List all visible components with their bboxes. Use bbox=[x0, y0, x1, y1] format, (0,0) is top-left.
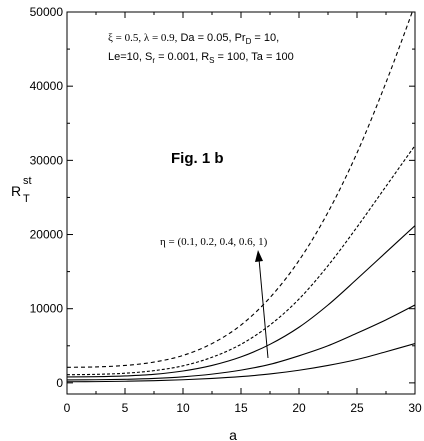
params-line-1: ξ = 0.5, λ = 0.9, Da = 0.05, PrD = 10, bbox=[108, 32, 279, 46]
series-line-1 bbox=[67, 12, 413, 368]
y-tick-label: 10000 bbox=[30, 302, 64, 316]
fig-label: Fig. 1 b bbox=[171, 150, 224, 167]
axis-ticks bbox=[66, 11, 416, 394]
y-tick-label: 50000 bbox=[30, 5, 64, 19]
svg-text:T: T bbox=[23, 193, 30, 205]
x-tick-label: 30 bbox=[408, 401, 422, 415]
x-tick-label: 10 bbox=[176, 401, 190, 415]
y-tick-label: 30000 bbox=[30, 153, 64, 167]
x-tick-label: 5 bbox=[122, 401, 129, 415]
x-tick-label: 0 bbox=[64, 401, 71, 415]
tick-labels: 0 5 10 15 20 25 30 0 10000 20000 30000 40000 50000 bbox=[30, 5, 422, 415]
x-tick-label: 25 bbox=[350, 401, 364, 415]
series-line-2 bbox=[67, 145, 415, 376]
svg-text:st: st bbox=[23, 175, 32, 187]
y-tick-label: 20000 bbox=[30, 228, 64, 242]
eta-label: η = (0.1, 0.2, 0.4, 0.6, 1) bbox=[160, 236, 268, 248]
series-lines bbox=[67, 12, 415, 383]
y-tick-label: 0 bbox=[56, 376, 63, 390]
y-axis-label: R st T bbox=[11, 175, 32, 205]
y-tick-label: 40000 bbox=[30, 79, 64, 93]
params-line-2: Le=10, Sr = 0.001, RS = 100, Ta = 100 bbox=[108, 51, 294, 65]
series-line-3 bbox=[67, 225, 415, 378]
x-tick-label: 20 bbox=[292, 401, 306, 415]
plot-frame bbox=[66, 11, 416, 395]
x-tick-label: 15 bbox=[234, 401, 248, 415]
series-line-4 bbox=[67, 304, 415, 381]
x-axis-label: a bbox=[229, 427, 237, 441]
series-line-5 bbox=[67, 343, 415, 383]
eta-arrow-head bbox=[255, 250, 263, 262]
eta-arrow-shaft bbox=[258, 258, 269, 359]
svg-text:R: R bbox=[11, 183, 21, 199]
